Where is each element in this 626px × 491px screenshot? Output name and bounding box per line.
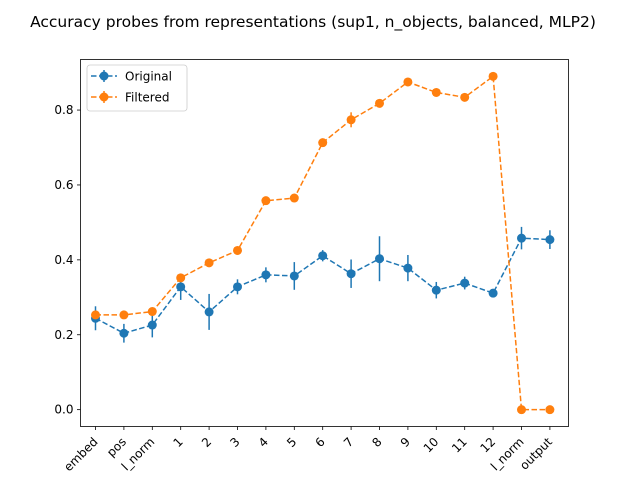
data-point	[176, 273, 186, 283]
data-point	[147, 320, 157, 330]
y-axis: 0.0 0.2 0.4 0.6 0.8	[54, 103, 81, 417]
data-point	[431, 285, 441, 295]
data-point	[261, 196, 271, 206]
data-point	[431, 87, 441, 97]
series-original	[91, 226, 555, 343]
data-point	[517, 405, 526, 415]
x-tick-label: embed	[61, 435, 100, 474]
x-tick-label: 1	[171, 435, 186, 450]
data-point	[233, 282, 242, 292]
data-point	[147, 307, 157, 317]
x-tick-label: 8	[369, 435, 384, 450]
data-point	[176, 282, 186, 292]
x-tick-label: 3	[227, 435, 242, 450]
x-tick-label: 6	[313, 435, 328, 450]
x-tick-label: 4	[256, 435, 271, 450]
data-point	[403, 77, 413, 87]
legend-label: Filtered	[125, 91, 169, 105]
series-line	[95, 74, 550, 411]
data-point	[403, 263, 413, 273]
data-point	[204, 307, 214, 317]
data-point	[460, 278, 470, 288]
data-point	[318, 138, 328, 148]
legend-marker	[99, 71, 109, 81]
series-filtered	[91, 71, 555, 415]
y-tick-label: 0.2	[54, 328, 73, 342]
x-tick-label: 9	[398, 435, 413, 450]
data-point	[289, 193, 299, 203]
data-point	[488, 71, 498, 81]
data-point	[261, 270, 271, 280]
data-point	[289, 271, 299, 281]
data-point	[119, 310, 129, 320]
x-tick-label: 12	[478, 435, 499, 456]
series-layer	[91, 71, 555, 415]
series-line	[95, 237, 550, 335]
data-point	[318, 251, 328, 261]
data-point	[91, 310, 100, 320]
legend: Original Filtered	[86, 64, 188, 112]
x-tick-label: 5	[284, 435, 299, 450]
x-tick-label: 2	[199, 435, 214, 450]
plot-area-frame	[80, 59, 569, 427]
data-point	[233, 245, 242, 255]
data-point	[517, 233, 526, 243]
data-point	[545, 405, 555, 415]
y-tick-label: 0.0	[54, 403, 73, 417]
data-point	[460, 92, 470, 102]
y-tick-label: 0.8	[54, 103, 73, 117]
data-point	[346, 269, 356, 279]
y-tick-label: 0.6	[54, 178, 73, 192]
data-point	[488, 288, 498, 298]
legend-marker	[99, 92, 109, 102]
x-tick-label: 7	[341, 435, 356, 450]
legend-label: Original	[125, 70, 172, 84]
data-point	[204, 258, 214, 268]
x-tick-label: 10	[421, 435, 442, 456]
data-point	[375, 254, 384, 264]
x-tick-label: 11	[449, 435, 470, 456]
x-tick-label: output	[517, 435, 555, 473]
data-point	[346, 115, 356, 125]
chart-title: Accuracy probes from representations (su…	[30, 13, 596, 32]
data-point	[545, 235, 555, 245]
data-point	[119, 328, 129, 338]
y-tick-label: 0.4	[54, 253, 73, 267]
data-point	[375, 98, 384, 108]
